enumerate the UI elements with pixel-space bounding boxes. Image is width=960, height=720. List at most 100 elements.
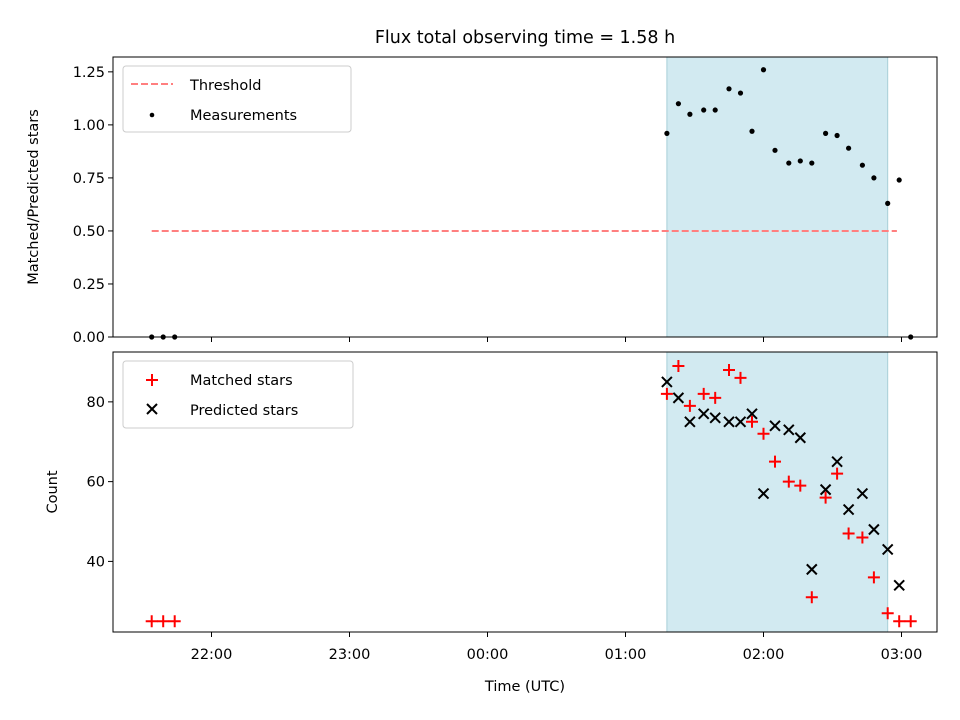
top-axes-frame xyxy=(112,56,938,338)
predicted-star-point xyxy=(734,416,747,428)
top-plot-area xyxy=(149,67,914,340)
matched-star-point xyxy=(683,399,696,412)
bottom-ytick-label: 40 xyxy=(87,554,105,570)
x-tick-label: 03:00 xyxy=(881,647,923,663)
matched-star-point xyxy=(867,571,880,584)
measurement-point xyxy=(687,111,693,117)
bottom-legend-box xyxy=(122,360,354,429)
x-tick-label: 23:00 xyxy=(329,647,371,663)
predicted-star-point xyxy=(709,412,721,424)
top-ytick-label: 0.00 xyxy=(73,330,105,346)
top-ytick-label: 0.25 xyxy=(73,277,105,293)
matched-star-point xyxy=(805,591,818,604)
measurement-point xyxy=(675,101,682,107)
matched-star-point xyxy=(881,607,894,620)
bottom-y-axis: 40 60 80 xyxy=(87,395,113,570)
legend-matched-label: Matched stars xyxy=(190,373,293,389)
bottom-legend: Matched stars Predicted stars xyxy=(122,360,354,429)
top-panel: 0.00 0.25 0.50 0.75 1.00 1.25 Matched/Predict… xyxy=(26,56,938,346)
measurement-point xyxy=(846,145,852,151)
legend-measurement-swatch xyxy=(149,112,155,118)
predicted-star-point xyxy=(746,408,758,420)
legend-matched-swatch xyxy=(146,374,158,386)
bottom-axes-frame xyxy=(112,351,938,633)
bottom-y-axis-label: Count xyxy=(45,470,61,513)
legend-measurements-label: Measurements xyxy=(190,108,297,124)
measurement-point xyxy=(726,86,732,92)
legend-threshold-label: Threshold xyxy=(189,78,261,94)
top-ytick-label: 1.25 xyxy=(73,65,105,81)
matched-star-point xyxy=(734,371,747,384)
predicted-star-point xyxy=(893,579,905,592)
predicted-star-point xyxy=(723,416,735,428)
matched-star-point xyxy=(819,491,832,504)
matched-star-point xyxy=(893,615,906,628)
top-ytick-label: 0.50 xyxy=(73,224,105,240)
matched-star-point xyxy=(746,415,758,428)
matched-star-point xyxy=(782,475,795,488)
matched-star-point xyxy=(831,467,844,480)
top-x-tick-marks xyxy=(211,337,902,342)
matched-star-point xyxy=(145,615,158,628)
bottom-panel: 40 60 80 22:00 23:00 00:00 01:00 02:00 03:00 Co… xyxy=(45,351,938,695)
measurement-point xyxy=(737,90,744,96)
matched-star-point xyxy=(709,391,722,404)
matched-star-point xyxy=(168,615,181,628)
observing-span-top xyxy=(666,56,889,338)
predicted-star-point xyxy=(672,392,685,404)
measurement-point xyxy=(749,128,755,134)
predicted-star-point xyxy=(697,408,710,420)
predicted-star-point xyxy=(806,563,818,576)
measurement-point xyxy=(834,132,840,139)
bottom-x-axis: 22:00 23:00 00:00 01:00 02:00 03:00 xyxy=(191,632,923,663)
matched-star-point xyxy=(157,615,170,628)
chart-title: Flux total observing time = 1.58 h xyxy=(375,28,675,48)
measurement-point xyxy=(797,158,803,164)
x-axis-label: Time (UTC) xyxy=(484,679,565,695)
measurement-point xyxy=(786,160,792,166)
bottom-plot-area xyxy=(145,359,917,628)
measurement-point xyxy=(896,177,902,183)
top-y-axis-label: Matched/Predicted stars xyxy=(26,109,42,285)
predicted-star-point xyxy=(868,523,880,536)
measurement-point xyxy=(809,160,815,166)
measurement-point xyxy=(760,67,767,73)
predicted-star-point xyxy=(842,503,855,516)
matched-star-point xyxy=(723,363,735,376)
x-tick-label: 01:00 xyxy=(605,647,647,663)
top-ytick-label: 0.75 xyxy=(73,171,105,187)
measurement-point xyxy=(859,162,866,168)
bottom-ytick-label: 80 xyxy=(87,395,105,411)
measurement-point xyxy=(885,200,891,206)
legend-predicted-swatch xyxy=(146,403,158,415)
matched-star-point xyxy=(697,387,710,400)
predicted-star-point xyxy=(661,376,673,388)
measurement-point xyxy=(871,175,877,181)
predicted-star-point xyxy=(684,416,696,428)
matched-star-point xyxy=(842,527,855,540)
matched-star-point xyxy=(660,387,673,400)
matched-star-point xyxy=(769,455,781,468)
predicted-star-point xyxy=(881,543,894,556)
x-tick-label: 22:00 xyxy=(191,647,233,663)
predicted-star-point xyxy=(769,420,781,432)
predicted-star-point xyxy=(831,455,843,468)
top-ytick-label: 1.00 xyxy=(73,118,105,134)
predicted-star-point xyxy=(794,432,807,444)
matched-star-point xyxy=(757,427,770,440)
measurement-point xyxy=(772,147,778,153)
matched-star-point xyxy=(672,359,685,372)
measurement-point xyxy=(701,107,707,113)
x-tick-label: 02:00 xyxy=(743,647,785,663)
predicted-star-point xyxy=(783,424,795,436)
predicted-star-point xyxy=(757,487,770,500)
x-tick-label: 00:00 xyxy=(467,647,509,663)
top-legend: Threshold Measurements xyxy=(122,65,352,133)
matched-star-point xyxy=(794,479,807,492)
legend-predicted-label: Predicted stars xyxy=(190,403,298,419)
measurement-point xyxy=(823,130,829,136)
top-legend-box xyxy=(122,65,352,133)
top-y-axis: 0.00 0.25 0.50 0.75 1.00 1.25 xyxy=(73,65,113,346)
matched-star-point xyxy=(904,615,917,628)
